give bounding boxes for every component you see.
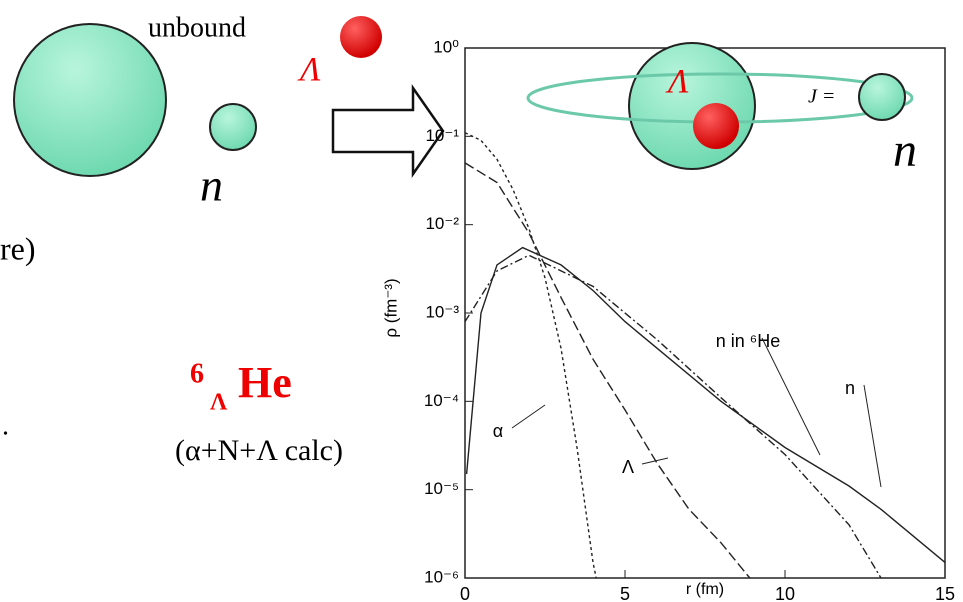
series-label: n in ⁶He <box>716 331 780 351</box>
n-label: n <box>893 124 917 177</box>
calc-text: (α+N+Λ calc) <box>175 434 343 467</box>
y-tick-label: 10⁻³ <box>425 302 459 321</box>
y-axis-label: ρ (fm⁻³) <box>381 278 400 337</box>
lambda-label: Λ <box>665 63 689 100</box>
j-label: J = <box>808 86 835 108</box>
series-label: α <box>493 421 503 441</box>
series-label: n <box>845 378 855 398</box>
lambda-circle <box>693 103 739 149</box>
x-tick-label: 10 <box>775 584 795 602</box>
series-line <box>465 133 596 578</box>
n-label: n <box>200 160 223 211</box>
y-tick-label: 10⁰ <box>433 37 459 56</box>
y-tick-label: 10⁻² <box>425 214 459 233</box>
dot: . <box>2 410 9 441</box>
x-tick-label: 0 <box>460 584 470 602</box>
y-tick-label: 10⁻⁶ <box>424 567 459 586</box>
y-tick-label: 10⁻⁴ <box>424 391 459 410</box>
series-line <box>465 163 750 578</box>
hyper-symbol: He <box>238 358 292 407</box>
y-tick-label: 10⁻⁵ <box>424 479 459 498</box>
unbound-label: unbound <box>148 12 246 43</box>
x-axis-label: r (fm) <box>686 581 724 598</box>
lambda-label: Λ <box>297 51 321 88</box>
neutron-circle <box>210 104 256 150</box>
hyper-mass: 6 <box>190 358 204 389</box>
annotation-arrow <box>864 385 881 487</box>
hyper-sub: Λ <box>210 390 228 416</box>
series-label: Λ <box>622 457 634 477</box>
series-line <box>465 255 881 578</box>
x-tick-label: 15 <box>935 584 955 602</box>
neutron-circle <box>859 74 905 120</box>
annotation-arrow <box>512 405 545 428</box>
inset: Λ J = n <box>528 43 917 177</box>
core-circle <box>14 24 166 176</box>
lambda-circle <box>340 16 382 58</box>
core-circle <box>629 43 755 169</box>
series-line <box>467 248 945 563</box>
y-tick-label: 10⁻¹ <box>425 126 459 145</box>
x-tick-label: 5 <box>620 584 630 602</box>
fragment-text: re) <box>0 230 36 266</box>
slide: unbound Λ n re) 6 Λ He (α+N+Λ calc) . 10… <box>0 0 963 602</box>
